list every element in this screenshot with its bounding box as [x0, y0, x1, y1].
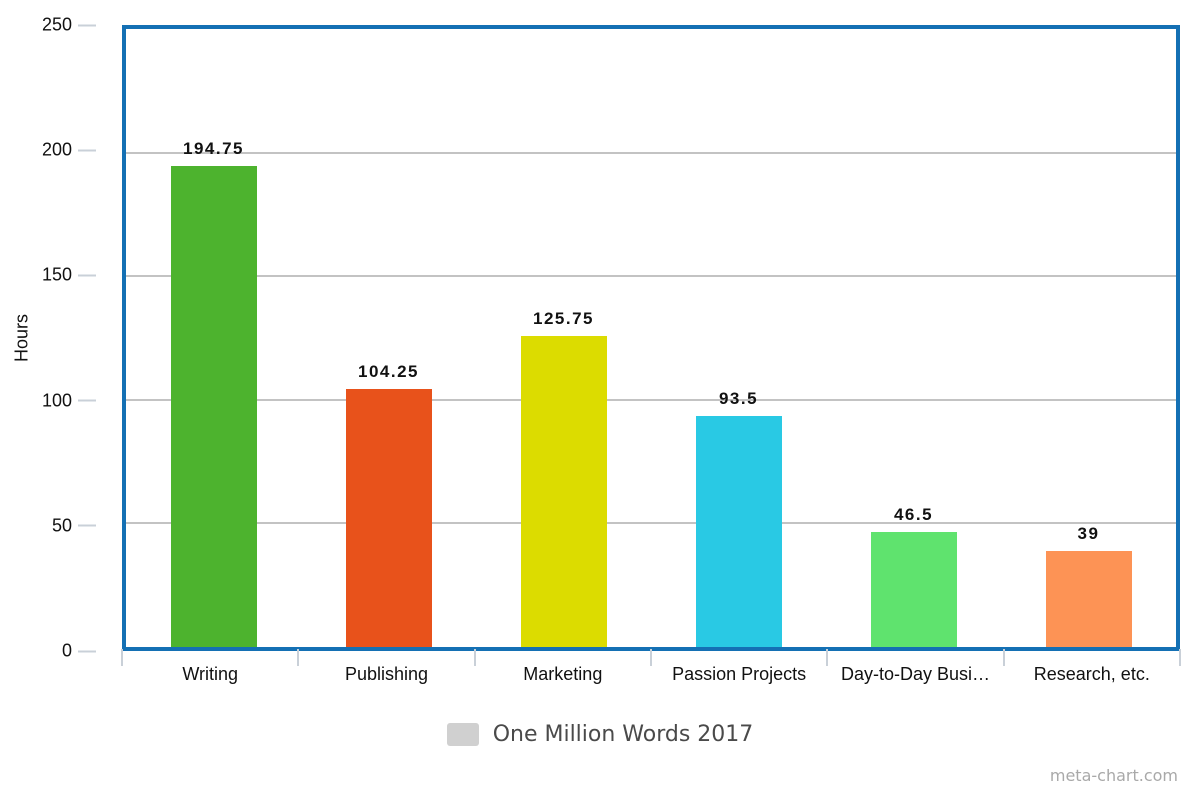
bar-publishing: [345, 389, 432, 647]
bar-value-label: 93.5: [718, 388, 759, 408]
bar-value-label: 194.75: [183, 138, 244, 158]
y-tick-label: 150: [41, 264, 72, 285]
y-tick-label: 200: [41, 139, 72, 160]
y-tick: 150: [0, 265, 96, 286]
bar-group: 104.25: [301, 29, 476, 647]
bar-writing: [170, 165, 257, 647]
y-tick-label: 50: [51, 515, 72, 536]
legend: One Million Words 2017: [0, 722, 1200, 747]
watermark: meta-chart.com: [1049, 766, 1178, 785]
y-tick-mark: [78, 650, 96, 652]
y-tick-label: 0: [61, 640, 72, 661]
y-tick-mark: [78, 524, 96, 527]
bar-value-label: 104.25: [358, 362, 419, 382]
plot-area: 194.75 104.25 125.75 93.5 46.5 39: [122, 25, 1180, 651]
y-tick: 0: [0, 641, 96, 662]
x-tick-mark: [1002, 649, 1005, 666]
x-tick-mark: [473, 649, 476, 666]
x-axis-label: Writing: [182, 664, 238, 684]
x-axis-label: Publishing: [344, 664, 429, 684]
bar-research-etc: [1045, 550, 1132, 647]
bar-value-label: 39: [1077, 523, 1100, 543]
y-tick: 50: [0, 515, 96, 536]
y-tick-mark: [78, 399, 96, 402]
gridline: [126, 151, 1176, 154]
bar-group: 46.5: [826, 29, 1001, 647]
x-axis-label: Marketing: [523, 664, 603, 684]
x-axis-label: Passion Projects: [672, 664, 807, 684]
x-tick-mark: [1179, 649, 1181, 666]
bar-group: 93.5: [651, 29, 826, 647]
x-tick-mark: [650, 649, 652, 666]
y-tick-label: 100: [41, 390, 72, 411]
x-tick-mark: [297, 649, 300, 666]
x-axis-label: Research, etc.: [1033, 664, 1150, 684]
bar-value-label: 125.75: [533, 309, 594, 329]
y-tick: 200: [0, 140, 96, 161]
y-tick-label: 250: [41, 14, 72, 35]
bar-day-to-day-busi: [870, 532, 957, 647]
x-tick-mark: [121, 649, 123, 666]
legend-swatch-icon: [446, 723, 479, 746]
gridline: [126, 275, 1176, 278]
bar-group: 194.75: [126, 29, 301, 647]
bar-marketing: [520, 336, 607, 647]
bar-group: 39: [1001, 29, 1176, 647]
bar-group: 125.75: [476, 29, 651, 647]
bar-value-label: 46.5: [893, 505, 934, 525]
y-tick-mark: [78, 274, 96, 277]
y-tick: 100: [0, 390, 96, 411]
gridline: [126, 398, 1176, 401]
x-axis-label: Day-to-Day Busi…: [840, 664, 990, 684]
y-axis-title: Hours: [11, 313, 32, 363]
y-tick-mark: [78, 24, 96, 26]
y-tick: 250: [0, 15, 96, 36]
bars-row: 194.75 104.25 125.75 93.5 46.5 39: [126, 29, 1176, 647]
gridline: [126, 522, 1176, 525]
bar-passion-projects: [695, 415, 782, 647]
x-tick-mark: [826, 649, 829, 666]
legend-label: One Million Words 2017: [492, 722, 754, 747]
y-tick-mark: [78, 149, 96, 152]
x-axis-labels: Writing Publishing Marketing Passion Projec…: [122, 664, 1180, 685]
